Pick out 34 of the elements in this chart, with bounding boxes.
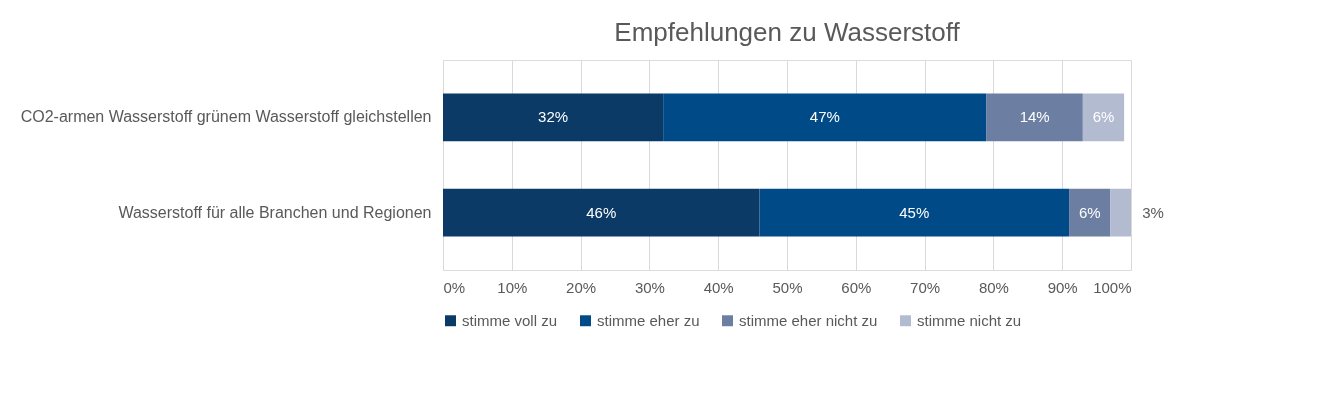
data-label: 6% [1078, 203, 1101, 221]
x-tick-label: 40% [703, 278, 734, 296]
x-tick-label: 30% [634, 278, 665, 296]
bar [1069, 188, 1111, 237]
x-tick-label: 100% [1093, 278, 1132, 296]
data-label: 45% [899, 203, 930, 221]
x-tick-label: 50% [772, 278, 803, 296]
bar [443, 93, 664, 142]
chart-title: Empfehlungen zu Wasserstoff [614, 17, 961, 47]
y-tick-label: Wasserstoff für alle Branchen und Regionen [118, 203, 432, 221]
legend-label: stimme eher nicht zu [739, 311, 878, 329]
x-tick-label: 70% [910, 278, 941, 296]
x-tick-label: 90% [1047, 278, 1078, 296]
y-tick-label: CO2-armen Wasserstoff grünem Wasserstoff gleichstellen [20, 108, 432, 126]
bar [759, 188, 1070, 237]
bar [443, 188, 760, 237]
x-tick-label: 20% [566, 278, 597, 296]
x-tick-label: 60% [841, 278, 872, 296]
bar [663, 93, 987, 142]
legend-label: stimme voll zu [462, 311, 558, 329]
x-tick-label: 0% [443, 278, 466, 296]
bar [1082, 93, 1125, 142]
data-label: 6% [1092, 108, 1115, 126]
data-label: 46% [586, 203, 617, 221]
data-label: 14% [1019, 108, 1050, 126]
data-label: 32% [538, 108, 569, 126]
legend-label: stimme nicht zu [917, 311, 1022, 329]
data-label: 3% [1142, 203, 1164, 221]
data-label: 47% [809, 108, 840, 126]
bar [1110, 188, 1131, 237]
bar [986, 93, 1083, 142]
legend-label: stimme eher zu [597, 311, 700, 329]
x-tick-label: 10% [497, 278, 528, 296]
x-tick-label: 80% [978, 278, 1009, 296]
